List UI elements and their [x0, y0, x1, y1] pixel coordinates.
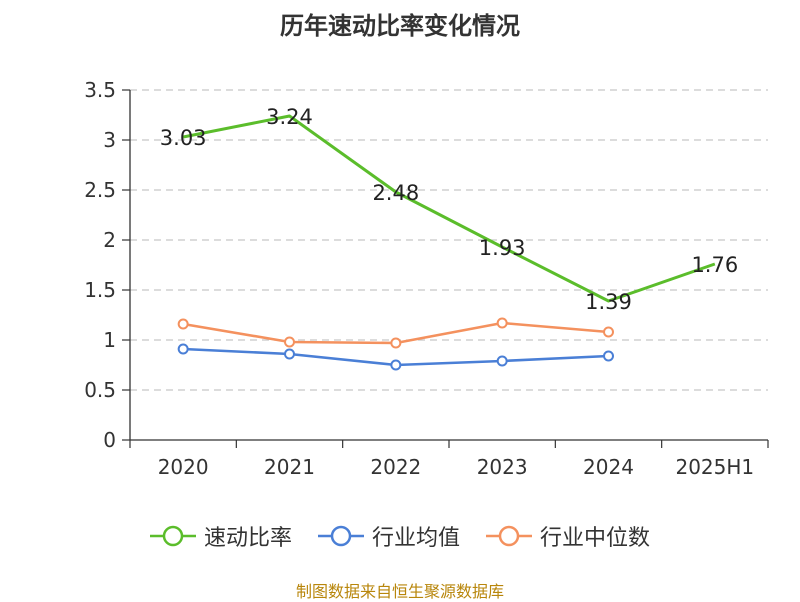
- data-label: 2.48: [372, 181, 419, 205]
- x-tick-label: 2020: [158, 455, 209, 479]
- series-point-2: [177, 318, 189, 330]
- chart-title: 历年速动比率变化情况: [280, 12, 520, 40]
- y-tick-label: 1.5: [84, 278, 116, 302]
- legend-item-quick-ratio[interactable]: 速动比率: [149, 520, 292, 552]
- series-point-1: [177, 343, 189, 355]
- x-tick-label: 2024: [583, 455, 634, 479]
- series-line-0: [182, 114, 716, 303]
- series-point-2: [284, 336, 295, 348]
- source-note: 制图数据来自恒生聚源数据库: [295, 582, 504, 601]
- series-lines: [177, 114, 716, 371]
- data-label: 3.24: [266, 105, 313, 129]
- series-point-2: [390, 337, 402, 349]
- x-tick-label: 2022: [370, 455, 421, 479]
- series-point-1: [603, 350, 614, 362]
- x-tick-label: 2023: [477, 455, 528, 479]
- x-tick-label: 2025H1: [675, 455, 754, 479]
- data-labels: 3.03 3.24 2.48 1.93 1.39 1.76: [160, 105, 738, 314]
- y-tick-label: 2: [103, 228, 116, 252]
- legend-swatch-quick-ratio: [149, 525, 196, 547]
- legend: 速动比率 行业均值 行业中位数: [0, 520, 800, 552]
- series-point-2: [603, 326, 614, 338]
- series-point-1: [390, 359, 402, 371]
- grid-lines: [130, 89, 768, 391]
- data-label: 1.93: [479, 236, 526, 260]
- series-point-2: [496, 317, 508, 329]
- data-label: 1.76: [691, 253, 738, 277]
- y-tick-label: 0: [103, 428, 116, 452]
- y-tick-label: 0.5: [84, 378, 116, 402]
- legend-item-industry-mean[interactable]: 行业均值: [317, 520, 460, 552]
- series-point-1: [284, 348, 295, 360]
- legend-swatch-industry-mean: [317, 525, 364, 547]
- legend-label-industry-median: 行业中位数: [540, 526, 651, 551]
- legend-label-quick-ratio: 速动比率: [203, 526, 292, 551]
- y-tick-label: 3.5: [84, 78, 116, 102]
- y-tick-label: 2.5: [84, 178, 116, 202]
- y-tick-label: 3: [103, 128, 116, 152]
- series-point-1: [496, 355, 508, 367]
- axes: 0 0.5 1 1.5 2 2.5 3 3.5 2020 2021 2022 2023 2024 2025…: [84, 78, 769, 479]
- x-tick-label: 2021: [264, 455, 315, 479]
- data-label: 3.03: [160, 126, 207, 150]
- legend-item-industry-median[interactable]: 行业中位数: [486, 520, 650, 552]
- legend-swatch-industry-median: [486, 525, 532, 547]
- y-tick-label: 1: [103, 328, 116, 352]
- data-label: 1.39: [585, 290, 632, 314]
- legend-label-industry-mean: 行业均值: [371, 526, 460, 551]
